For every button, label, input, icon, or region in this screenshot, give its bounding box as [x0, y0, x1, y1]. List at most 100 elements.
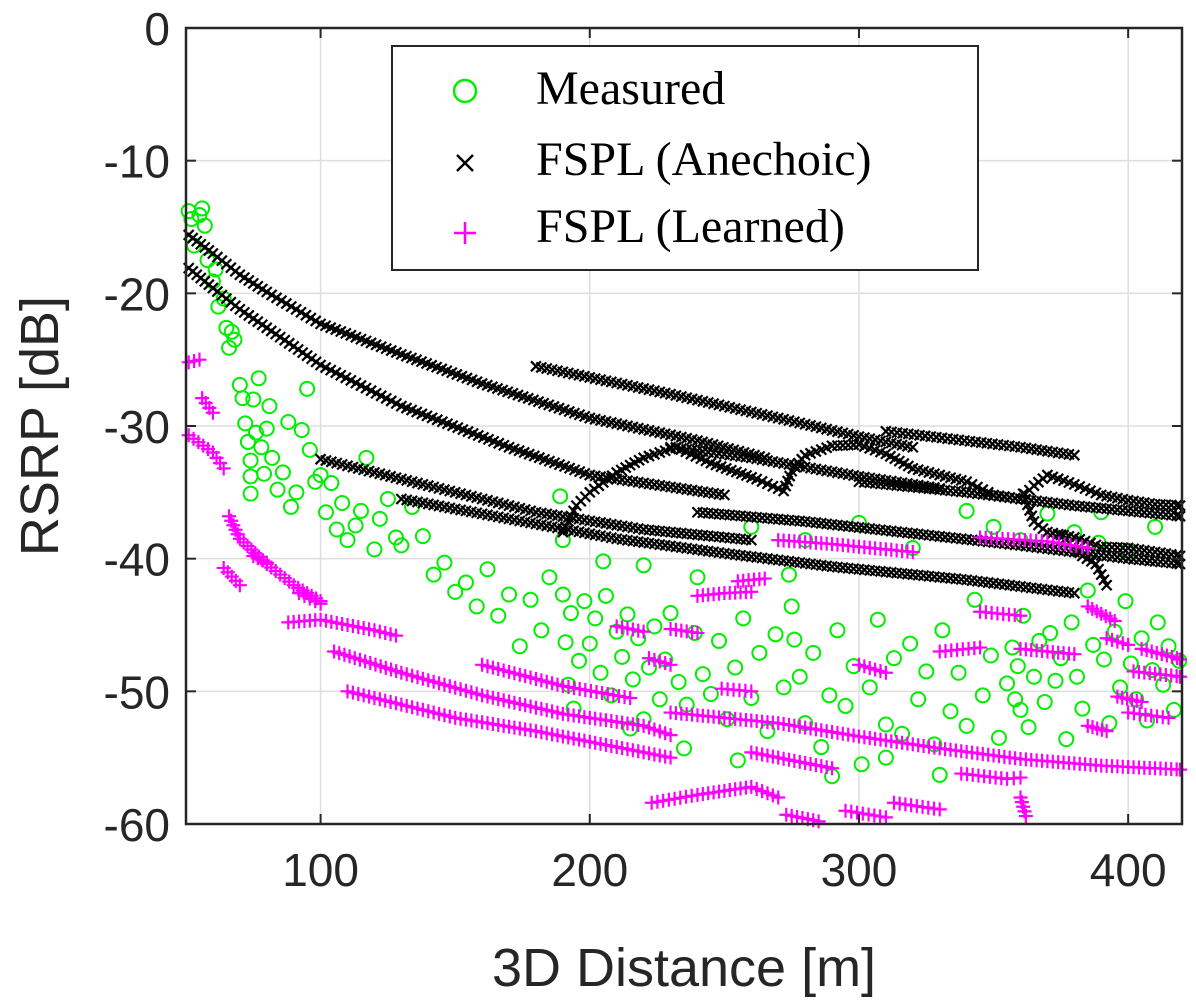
- measured-point: [339, 532, 356, 549]
- measured-point: [813, 739, 830, 756]
- fspl-learned-point: [663, 750, 678, 765]
- measured-point: [902, 635, 919, 652]
- measured-point: [1025, 668, 1042, 685]
- fspl-anechoic-point: [745, 534, 758, 546]
- measured-point: [1117, 593, 1134, 610]
- legend-marker-learned: [454, 222, 476, 244]
- measured-point: [237, 415, 254, 432]
- y-tick-label: -20: [104, 268, 170, 320]
- measured-point: [379, 490, 396, 507]
- measured-point: [501, 586, 518, 603]
- measured-point: [918, 663, 935, 680]
- fspl-learned-point: [1080, 541, 1095, 556]
- y-tick-label: -50: [104, 666, 170, 718]
- fspl-anechoic-point: [1174, 510, 1186, 522]
- fspl-learned-point: [192, 352, 207, 367]
- measured-point: [1085, 636, 1102, 653]
- measured-point: [614, 648, 631, 665]
- fspl-anechoic-point: [718, 489, 731, 501]
- legend-marker-measured: [452, 78, 478, 104]
- measured-point: [821, 687, 838, 704]
- y-tick-label: 0: [144, 3, 170, 55]
- measured-point: [587, 610, 604, 627]
- measured-point: [261, 398, 278, 415]
- x-tick-label: 300: [821, 844, 898, 896]
- measured-point: [676, 740, 692, 757]
- fspl-learned-point: [216, 461, 231, 476]
- measured-point: [274, 464, 291, 481]
- measured-point: [950, 664, 967, 681]
- measured-point: [468, 598, 485, 615]
- measured-point: [702, 685, 719, 702]
- measured-point: [1155, 676, 1172, 693]
- measured-point: [387, 529, 404, 546]
- measured-point: [982, 647, 999, 664]
- measured-point: [581, 635, 598, 652]
- fspl-anechoic-point: [1170, 509, 1183, 522]
- fspl-learned-point: [1013, 770, 1028, 785]
- measured-point: [223, 323, 240, 340]
- fspl-learned-point: [905, 545, 920, 560]
- legend-label-measured: Measured: [536, 62, 725, 115]
- measured-point: [299, 380, 316, 397]
- measured-point: [293, 421, 310, 438]
- measured-point: [635, 557, 652, 574]
- measured-point: [869, 611, 886, 628]
- measured-point: [571, 652, 588, 669]
- measured-point: [729, 752, 746, 769]
- fspl-learned-point: [1173, 669, 1187, 684]
- measured-point: [689, 569, 706, 586]
- measured-point: [727, 659, 744, 676]
- y-tick-label: -30: [104, 401, 170, 453]
- measured-point: [541, 569, 558, 586]
- measured-point: [743, 518, 760, 535]
- measured-point: [301, 441, 318, 458]
- fspl-learned-point: [1173, 762, 1187, 777]
- measured-point: [1039, 505, 1056, 522]
- measured-point: [735, 610, 752, 627]
- data-markers: [180, 200, 1188, 829]
- measured-point: [183, 211, 200, 228]
- measured-point: [1042, 624, 1059, 641]
- y-tick-label: -10: [104, 136, 170, 188]
- measured-point: [282, 498, 299, 515]
- measured-point: [1074, 700, 1091, 717]
- measured-point: [958, 717, 975, 734]
- measured-point: [1020, 719, 1037, 736]
- measured-point: [414, 528, 431, 545]
- measured-point: [829, 622, 846, 639]
- fspl-learned-point: [232, 578, 247, 593]
- measured-point: [1149, 614, 1166, 631]
- measured-point: [646, 618, 663, 635]
- measured-point: [247, 424, 264, 441]
- measured-point: [280, 414, 297, 431]
- measured-point: [942, 703, 959, 720]
- measured-point: [234, 390, 251, 407]
- fspl-learned-point: [1107, 614, 1122, 629]
- fspl-learned-point: [623, 690, 638, 705]
- measured-point: [239, 433, 256, 450]
- measured-point: [1009, 658, 1026, 675]
- fspl-learned-point: [663, 728, 678, 743]
- measured-point: [974, 687, 991, 704]
- fspl-anechoic-point: [907, 441, 919, 454]
- fspl-learned-point: [205, 405, 220, 420]
- measured-point: [371, 510, 388, 527]
- fspl-learned-point: [1013, 608, 1028, 623]
- measured-point: [221, 339, 238, 356]
- fspl-learned-point: [825, 761, 840, 776]
- y-tick-label: -40: [104, 534, 170, 586]
- measured-point: [576, 593, 593, 610]
- measured-point: [877, 749, 894, 766]
- fspl-learned-point: [388, 628, 403, 643]
- measured-point: [1079, 582, 1096, 599]
- y-axis-title: RSRP [dB]: [10, 296, 70, 556]
- measured-point: [597, 587, 614, 604]
- measured-point: [366, 541, 383, 558]
- measured-point: [931, 766, 948, 783]
- measured-point: [624, 671, 641, 688]
- measured-point: [557, 634, 574, 651]
- x-tick-label: 200: [551, 844, 628, 896]
- measured-point: [934, 622, 951, 639]
